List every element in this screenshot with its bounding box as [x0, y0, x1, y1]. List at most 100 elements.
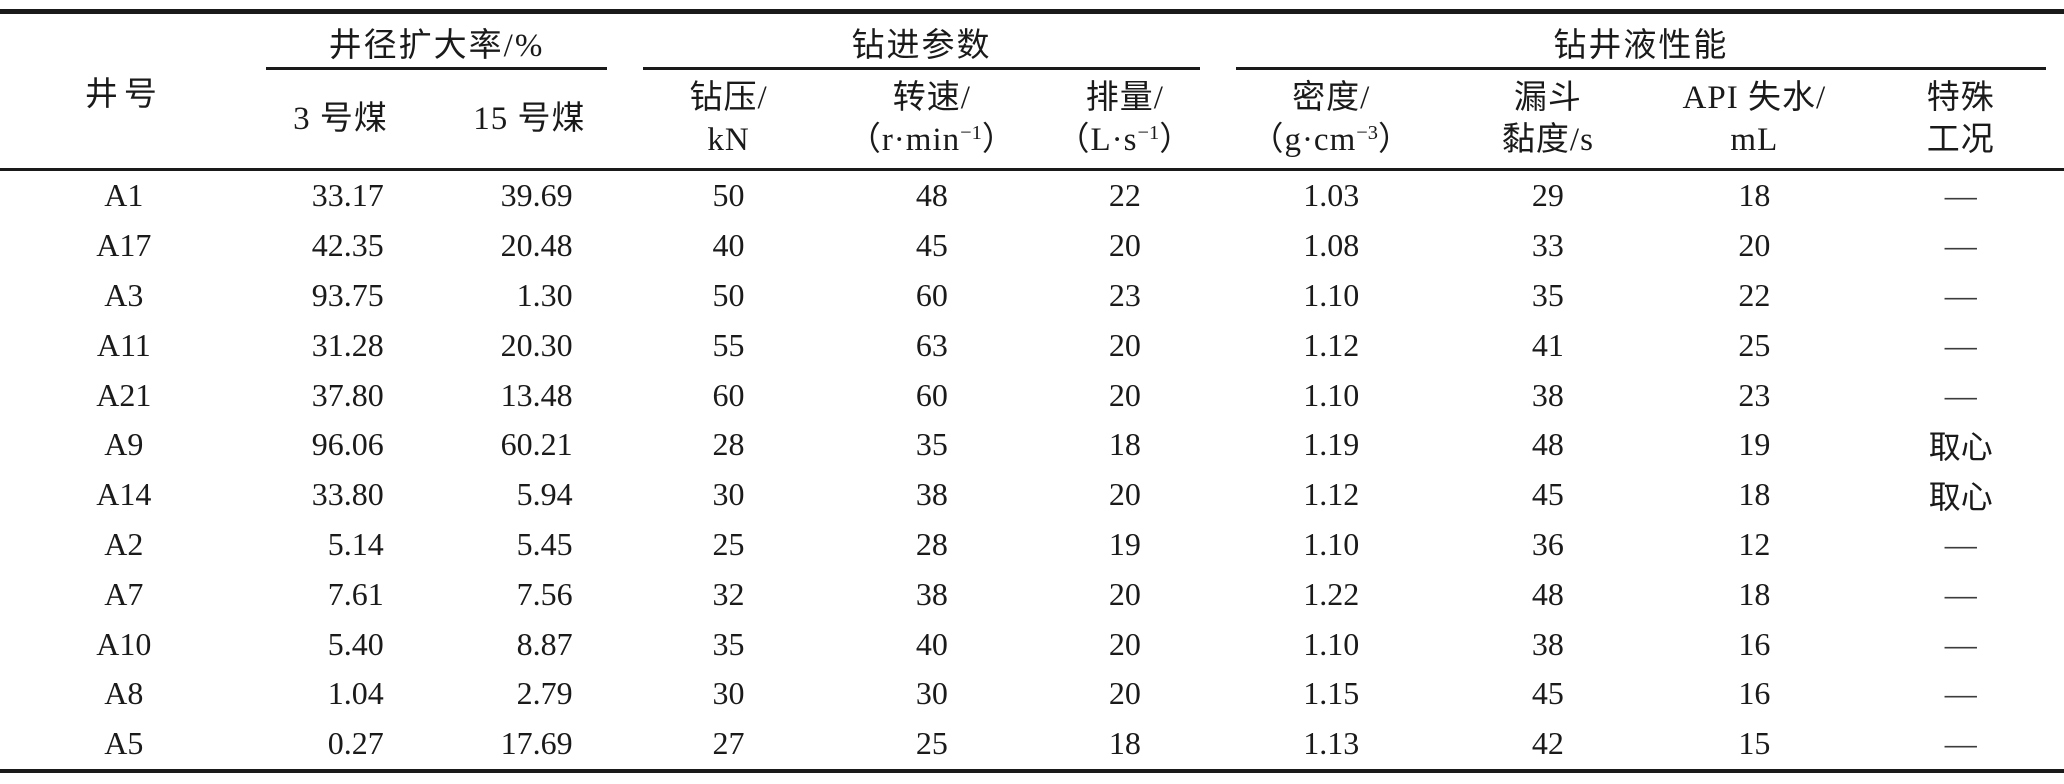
group-header-enlargement-rate: 井径扩大率/%	[248, 12, 626, 70]
drilling-data-table: 井号 井径扩大率/% 钻进参数 钻井液性能 3 号煤 15 号煤 钻压/kN 转速/（…	[0, 9, 2064, 773]
cell-well: A14	[96, 476, 152, 513]
cell-api-fluid-loss: 25	[1738, 326, 1771, 363]
cell-special-condition: —	[1944, 276, 1977, 313]
cell-rpm: 45	[915, 227, 948, 264]
cell-density: 1.22	[1303, 575, 1360, 612]
cell-api-fluid-loss: 15	[1738, 725, 1771, 762]
cell-coal-3: 33.80	[311, 476, 384, 513]
cell-funnel-viscosity: 38	[1531, 376, 1564, 413]
sub-header-row: 3 号煤 15 号煤 钻压/kN 转速/（r·min−1） 排量/（L·s−1） 密度/（…	[0, 69, 2064, 171]
table-row: A10 5.40 8.87 35 40 20 1.10 38 16 —	[0, 619, 2064, 669]
cell-rpm: 30	[915, 675, 948, 712]
cell-api-fluid-loss: 20	[1738, 227, 1771, 264]
cell-coal-15: 20.30	[500, 326, 573, 363]
cell-wob: 55	[712, 326, 745, 363]
cell-api-fluid-loss: 16	[1738, 625, 1771, 662]
cell-rpm: 38	[915, 575, 948, 612]
cell-funnel-viscosity: 45	[1531, 675, 1564, 712]
cell-funnel-viscosity: 35	[1531, 276, 1564, 313]
cell-rpm: 28	[915, 525, 948, 562]
cell-api-fluid-loss: 19	[1738, 426, 1771, 463]
table-body: A1 33.17 39.69 50 48 22 1.03 29 18 — A17 42.35 20.48…	[0, 170, 2064, 771]
cell-funnel-viscosity: 42	[1531, 725, 1564, 762]
cell-rpm: 60	[915, 276, 948, 313]
cell-special-condition: —	[1944, 227, 1977, 264]
cell-special-condition: —	[1944, 177, 1977, 214]
cell-density: 1.10	[1303, 276, 1360, 313]
cell-density: 1.15	[1303, 675, 1360, 712]
cell-api-fluid-loss: 18	[1738, 177, 1771, 214]
col-header-wob: 钻压/kN	[625, 69, 832, 171]
cell-special-condition: 取心	[1928, 428, 1993, 465]
cell-density: 1.12	[1303, 326, 1360, 363]
cell-density: 1.10	[1303, 376, 1360, 413]
cell-funnel-viscosity: 36	[1531, 525, 1564, 562]
cell-rpm: 48	[915, 177, 948, 214]
cell-funnel-viscosity: 48	[1531, 426, 1564, 463]
table-header: 井号 井径扩大率/% 钻进参数 钻井液性能 3 号煤 15 号煤 钻压/kN 转速/（…	[0, 11, 2064, 171]
cell-coal-15: 5.94	[516, 476, 573, 513]
cell-well: A2	[104, 525, 144, 562]
cell-coal-15: 17.69	[500, 725, 573, 762]
table-row: A7 7.61 7.56 32 38 20 1.22 48 18 —	[0, 569, 2064, 619]
cell-well: A21	[96, 376, 152, 413]
cell-coal-15: 7.56	[516, 575, 573, 612]
cell-api-fluid-loss: 12	[1738, 525, 1771, 562]
cell-rpm: 25	[915, 725, 948, 762]
cell-rpm: 63	[915, 326, 948, 363]
group-header-drilling-fluid-performance: 钻井液性能	[1218, 12, 2064, 70]
cell-coal-3: 93.75	[311, 276, 384, 313]
cell-coal-15: 60.21	[500, 426, 573, 463]
cell-coal-15: 8.87	[516, 625, 573, 662]
cell-density: 1.03	[1303, 177, 1360, 214]
cell-density: 1.19	[1303, 426, 1360, 463]
table-row: A17 42.35 20.48 40 45 20 1.08 33 20 —	[0, 221, 2064, 271]
cell-well: A9	[104, 426, 144, 463]
cell-coal-15: 13.48	[500, 376, 573, 413]
cell-coal-15: 5.45	[516, 525, 573, 562]
cell-funnel-viscosity: 45	[1531, 476, 1564, 513]
cell-coal-3: 37.80	[311, 376, 384, 413]
cell-well: A5	[104, 725, 144, 762]
cell-coal-15: 39.69	[500, 177, 573, 214]
group-header-drilling-parameters: 钻进参数	[625, 12, 1217, 70]
cell-density: 1.13	[1303, 725, 1360, 762]
table-row: A1 33.17 39.69 50 48 22 1.03 29 18 —	[0, 170, 2064, 221]
cell-funnel-viscosity: 38	[1531, 625, 1564, 662]
cell-funnel-viscosity: 41	[1531, 326, 1564, 363]
cell-special-condition: —	[1944, 625, 1977, 662]
cell-coal-3: 5.40	[327, 625, 384, 662]
cell-rpm: 40	[915, 625, 948, 662]
cell-funnel-viscosity: 48	[1531, 575, 1564, 612]
table-row: A2 5.14 5.45 25 28 19 1.10 36 12 —	[0, 520, 2064, 570]
cell-rpm: 38	[915, 476, 948, 513]
cell-funnel-viscosity: 33	[1531, 227, 1564, 264]
cell-coal-15: 2.79	[516, 675, 573, 712]
table-row: A5 0.27 17.69 27 25 18 1.13 42 15 —	[0, 719, 2064, 771]
col-header-well: 井号	[0, 11, 248, 171]
cell-flow-rate: 23	[1108, 276, 1141, 313]
table-row: A3 93.75 1.30 50 60 23 1.10 35 22 —	[0, 271, 2064, 321]
cell-well: A1	[104, 177, 144, 214]
cell-flow-rate: 18	[1108, 426, 1141, 463]
cell-api-fluid-loss: 23	[1738, 376, 1771, 413]
col-header-coal-15: 15 号煤	[433, 69, 626, 171]
cell-flow-rate: 20	[1108, 326, 1141, 363]
cell-flow-rate: 22	[1108, 177, 1141, 214]
cell-wob: 50	[712, 276, 745, 313]
col-header-density: 密度/（g·cm−3）	[1217, 69, 1445, 171]
cell-special-condition: —	[1944, 725, 1977, 762]
cell-wob: 30	[712, 675, 745, 712]
cell-flow-rate: 20	[1108, 376, 1141, 413]
cell-wob: 40	[712, 227, 745, 264]
cell-flow-rate: 18	[1108, 725, 1141, 762]
cell-rpm: 35	[915, 426, 948, 463]
cell-coal-3: 96.06	[311, 426, 384, 463]
cell-coal-3: 1.04	[327, 675, 384, 712]
cell-well: A10	[96, 625, 152, 662]
col-header-funnel-viscosity: 漏斗 黏度/s	[1444, 69, 1652, 171]
cell-coal-15: 1.30	[516, 276, 573, 313]
cell-well: A3	[104, 276, 144, 313]
cell-wob: 30	[712, 476, 745, 513]
